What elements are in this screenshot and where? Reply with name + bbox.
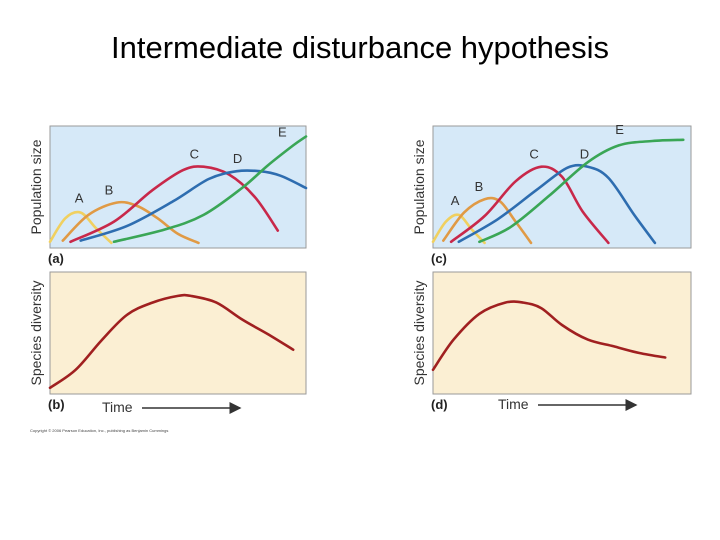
copyright-note: Copyright © 2006 Pearson Education, Inc.… (30, 428, 169, 433)
series-label-a: A (75, 191, 84, 206)
chart-panel-d: Species diversity (d) Time (411, 271, 692, 412)
series-label-c: C (529, 147, 538, 162)
x-axis-label: Time (102, 399, 133, 415)
slide-title: Intermediate disturbance hypothesis (110, 30, 609, 65)
series-line-c (449, 165, 610, 245)
series-label-a: A (451, 193, 460, 208)
series-line-e (112, 135, 308, 244)
chart-panel-b: Species diversity (b) Time (28, 271, 307, 415)
series-label-e: E (278, 125, 287, 140)
y-axis-label: Population size (28, 139, 44, 234)
series-line-b (61, 200, 200, 245)
series-label-b: B (105, 183, 114, 198)
series-line-a (431, 213, 486, 245)
panel-label: (d) (431, 397, 448, 412)
y-axis-label: Species diversity (411, 280, 427, 385)
plot-area (432, 271, 692, 395)
series-line-diversity (431, 300, 667, 372)
series-line-e (478, 138, 685, 244)
plot-area (432, 125, 692, 249)
series-line-d (457, 163, 657, 245)
series-line-d (79, 169, 308, 242)
y-axis-label: Population size (411, 139, 427, 234)
x-axis-label: Time (498, 396, 529, 412)
y-axis-label: Species diversity (28, 280, 44, 385)
chart-panel-c: AB C D E Population size (c) (411, 122, 692, 266)
panel-label: (b) (48, 397, 65, 412)
series-label-d: D (233, 151, 242, 166)
series-label-c: C (190, 147, 199, 162)
series-line-c (69, 165, 280, 244)
series-label-b: B (475, 179, 484, 194)
panel-label: (a) (48, 251, 64, 266)
series-line-a (48, 210, 113, 245)
series-label-e: E (615, 122, 624, 137)
chart-panel-a: A B C D E Population size (a) (28, 125, 308, 266)
series-label-d: D (580, 147, 589, 162)
panel-label: (c) (431, 251, 447, 266)
plot-area (49, 125, 307, 249)
series-line-diversity (48, 293, 295, 390)
